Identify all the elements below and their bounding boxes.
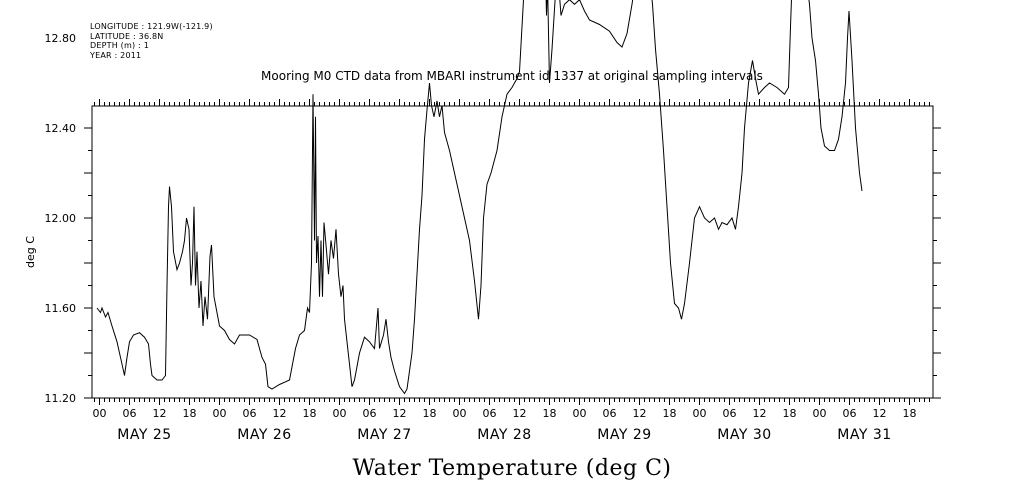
metadata-block: LONGITUDE : 121.9W(-121.9) LATITUDE : 36… <box>90 22 213 60</box>
x-hour-label: 12 <box>153 407 167 420</box>
x-hour-label: 12 <box>273 407 287 420</box>
x-hour-label: 12 <box>513 407 527 420</box>
series-line <box>96 0 863 395</box>
x-hour-label: 18 <box>783 407 797 420</box>
x-day-label: MAY 29 <box>597 427 651 443</box>
x-tick-labels: 00 06 12 18 00 06 12 18 00 06 12 18 00 06 12 18 00 06 12 18… <box>93 407 917 420</box>
x-hour-label: 12 <box>393 407 407 420</box>
y-axis-label: deg C <box>24 236 37 268</box>
x-hour-label: 18 <box>183 407 197 420</box>
x-hour-label: 18 <box>903 407 917 420</box>
x-hour-label: 06 <box>243 407 257 420</box>
x-day-label: MAY 30 <box>717 427 771 443</box>
y-tick-label: 12.80 <box>45 32 77 45</box>
x-day-label: MAY 25 <box>117 427 171 443</box>
y-tick-label: 11.60 <box>45 302 77 315</box>
x-hour-label: 18 <box>423 407 437 420</box>
plot-frame <box>91 105 934 399</box>
day-labels: MAY 25 MAY 26 MAY 27 MAY 28 MAY 29 MAY 30 MAY … <box>117 427 891 443</box>
x-hour-label: 06 <box>603 407 617 420</box>
y-tick-label: 12.00 <box>45 212 77 225</box>
chart-title: Mooring M0 CTD data from MBARI instrumen… <box>261 69 763 83</box>
x-hour-label: 12 <box>753 407 767 420</box>
x-hour-label: 06 <box>843 407 857 420</box>
x-hour-label: 06 <box>723 407 737 420</box>
x-hour-label: 06 <box>123 407 137 420</box>
x-hour-label: 00 <box>453 407 467 420</box>
x-day-label: MAY 26 <box>237 427 291 443</box>
y-tick-label: 12.40 <box>45 122 77 135</box>
x-axis-title: Water Temperature (deg C) <box>353 456 672 481</box>
latitude-label: LATITUDE : 36.8N <box>90 31 164 41</box>
x-hour-label: 00 <box>573 407 587 420</box>
depth-label: DEPTH (m) : 1 <box>90 41 149 50</box>
x-hour-label: 12 <box>873 407 887 420</box>
x-hour-label: 12 <box>633 407 647 420</box>
x-hour-label: 00 <box>693 407 707 420</box>
x-hour-label: 06 <box>363 407 377 420</box>
x-day-label: MAY 28 <box>477 427 531 443</box>
x-hour-label: 18 <box>663 407 677 420</box>
x-hour-label: 00 <box>93 407 107 420</box>
x-hour-label: 00 <box>333 407 347 420</box>
longitude-label: LONGITUDE : 121.9W(-121.9) <box>90 22 213 31</box>
year-label: YEAR : 2011 <box>90 50 142 60</box>
axis-ticks <box>84 99 941 405</box>
x-hour-label: 00 <box>813 407 827 420</box>
x-hour-label: 00 <box>213 407 227 420</box>
x-day-label: MAY 27 <box>357 427 411 443</box>
x-day-label: MAY 31 <box>837 427 891 443</box>
x-hour-label: 06 <box>483 407 497 420</box>
y-tick-label: 11.20 <box>45 392 77 405</box>
x-hour-label: 18 <box>543 407 557 420</box>
x-hour-label: 18 <box>303 407 317 420</box>
